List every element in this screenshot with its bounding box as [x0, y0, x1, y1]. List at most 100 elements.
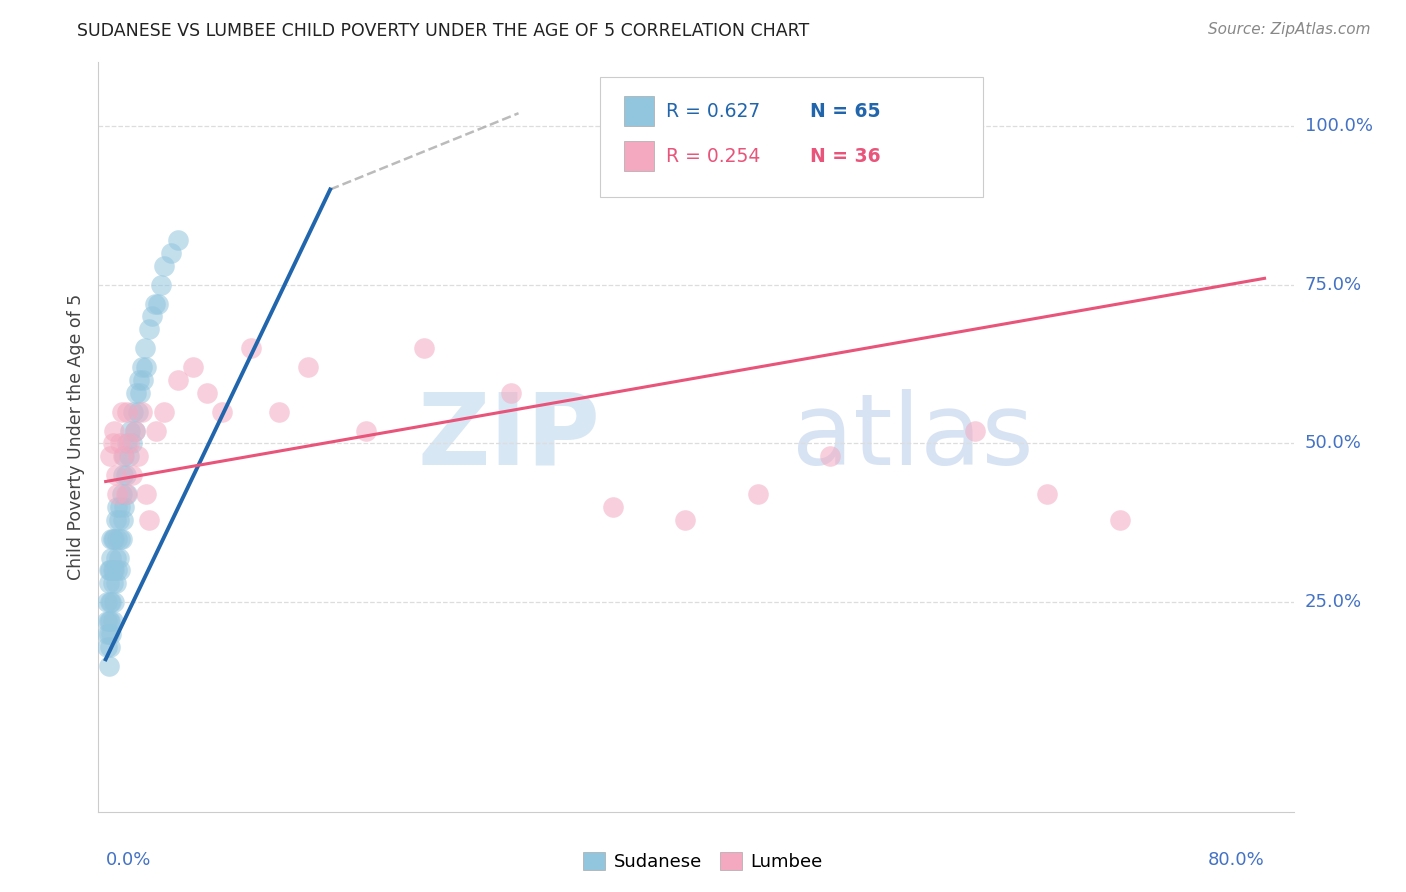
- Point: [117, 405, 139, 419]
- Point: [117, 436, 139, 450]
- Point: [117, 487, 139, 501]
- Point: [356, 424, 378, 438]
- Point: [97, 614, 120, 628]
- Point: [100, 550, 122, 565]
- Point: [114, 449, 136, 463]
- Point: [104, 468, 127, 483]
- Point: [131, 405, 153, 419]
- Point: [134, 341, 156, 355]
- Point: [98, 640, 121, 654]
- Point: [135, 360, 157, 375]
- Point: [128, 373, 150, 387]
- Point: [103, 595, 125, 609]
- Text: N = 65: N = 65: [810, 102, 880, 120]
- Point: [145, 424, 167, 438]
- Point: [98, 595, 121, 609]
- Point: [127, 449, 149, 463]
- Text: 80.0%: 80.0%: [1208, 851, 1264, 869]
- Point: [146, 297, 169, 311]
- Text: R = 0.627: R = 0.627: [666, 102, 761, 120]
- Point: [107, 513, 129, 527]
- Point: [120, 424, 142, 438]
- Point: [108, 500, 131, 514]
- Point: [1108, 513, 1130, 527]
- Point: [98, 614, 121, 628]
- Point: [124, 424, 146, 438]
- Point: [96, 595, 118, 609]
- Text: 25.0%: 25.0%: [1305, 593, 1362, 611]
- Point: [413, 341, 436, 355]
- Point: [101, 436, 124, 450]
- Point: [108, 436, 131, 450]
- Point: [103, 563, 125, 577]
- Point: [107, 550, 129, 565]
- Point: [104, 550, 127, 565]
- Point: [97, 627, 120, 641]
- Point: [97, 576, 120, 591]
- Point: [121, 436, 143, 450]
- Point: [297, 360, 319, 375]
- Text: 0.0%: 0.0%: [105, 851, 150, 869]
- Point: [239, 341, 262, 355]
- Point: [167, 233, 190, 247]
- Text: Source: ZipAtlas.com: Source: ZipAtlas.com: [1208, 22, 1371, 37]
- Point: [602, 500, 624, 514]
- Point: [105, 563, 128, 577]
- Text: SUDANESE VS LUMBEE CHILD POVERTY UNDER THE AGE OF 5 CORRELATION CHART: SUDANESE VS LUMBEE CHILD POVERTY UNDER T…: [77, 22, 810, 40]
- Point: [104, 576, 127, 591]
- Point: [141, 310, 163, 324]
- Text: 100.0%: 100.0%: [1305, 117, 1372, 135]
- Point: [181, 360, 204, 375]
- Point: [143, 297, 166, 311]
- Text: ZIP: ZIP: [418, 389, 600, 485]
- Point: [673, 513, 696, 527]
- Point: [100, 532, 122, 546]
- Point: [103, 424, 125, 438]
- FancyBboxPatch shape: [624, 141, 654, 171]
- Point: [118, 449, 141, 463]
- Point: [132, 373, 155, 387]
- Point: [100, 627, 122, 641]
- Point: [152, 259, 174, 273]
- Point: [118, 436, 141, 450]
- Point: [96, 614, 118, 628]
- Point: [110, 405, 132, 419]
- Point: [125, 385, 148, 400]
- Point: [101, 563, 124, 577]
- Point: [124, 424, 146, 438]
- Point: [112, 449, 135, 463]
- Point: [101, 576, 124, 591]
- Point: [129, 385, 152, 400]
- Point: [101, 614, 124, 628]
- Point: [98, 563, 121, 577]
- Point: [138, 513, 160, 527]
- Point: [108, 563, 131, 577]
- Point: [103, 532, 125, 546]
- Text: 75.0%: 75.0%: [1305, 276, 1362, 293]
- FancyBboxPatch shape: [600, 78, 983, 197]
- Point: [818, 449, 841, 463]
- Point: [121, 468, 143, 483]
- Point: [96, 627, 118, 641]
- Point: [747, 487, 769, 501]
- Point: [101, 532, 124, 546]
- Point: [98, 449, 121, 463]
- Text: atlas: atlas: [792, 389, 1033, 485]
- Point: [269, 405, 291, 419]
- Text: R = 0.254: R = 0.254: [666, 146, 761, 166]
- Point: [112, 513, 135, 527]
- Point: [152, 405, 174, 419]
- Point: [110, 532, 132, 546]
- Point: [160, 246, 183, 260]
- Point: [100, 595, 122, 609]
- Point: [135, 487, 157, 501]
- Point: [963, 424, 986, 438]
- FancyBboxPatch shape: [624, 96, 654, 126]
- Point: [97, 658, 120, 673]
- Point: [211, 405, 233, 419]
- Point: [138, 322, 160, 336]
- Point: [167, 373, 190, 387]
- Point: [108, 532, 131, 546]
- Point: [195, 385, 218, 400]
- Point: [115, 487, 138, 501]
